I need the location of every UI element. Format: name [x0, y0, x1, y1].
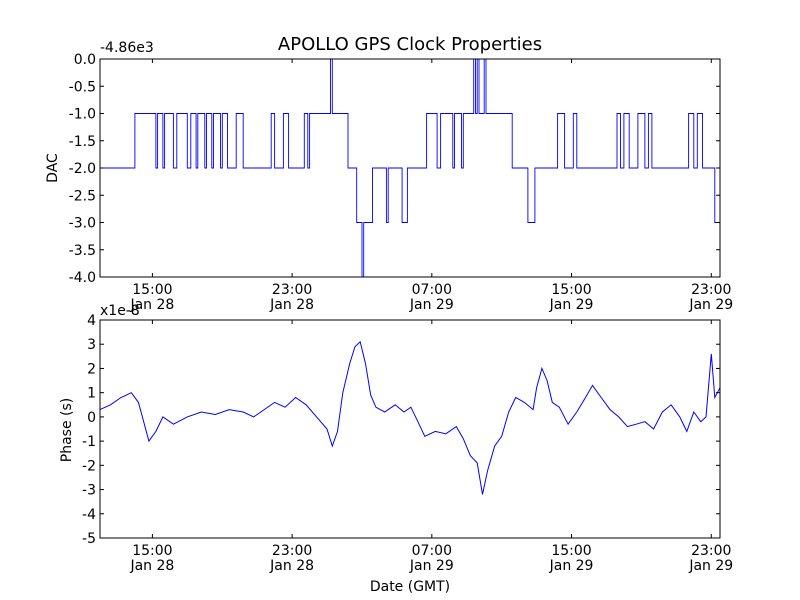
- phase-y-tick-label: -1: [82, 434, 96, 450]
- phase-x-tick-time: 15:00: [551, 543, 591, 559]
- dac-x-tick-date: Jan 29: [549, 297, 594, 313]
- dac-panel: -4.86e3 DAC 0.0 -0.5 -1.0 -1.5 -2.0 -2.5 -3.0 -…: [45, 40, 733, 313]
- dac-series-line: [100, 58, 719, 278]
- phase-x-tick-time: 07:00: [412, 543, 452, 559]
- dac-x-tick-date: Jan 29: [409, 297, 454, 313]
- dac-y-tick-label: -3.5: [69, 243, 96, 259]
- dac-x-tick-date: Jan 28: [129, 297, 174, 313]
- dac-y-tick-label: -1.5: [69, 134, 96, 150]
- x-axis-label: Date (GMT): [370, 579, 450, 595]
- phase-y-tick-label: -3: [82, 483, 96, 499]
- phase-x-tick-date: Jan 29: [549, 558, 594, 574]
- phase-x-tick-time: 23:00: [272, 543, 312, 559]
- phase-y-tick-label: 1: [87, 386, 96, 402]
- phase-x-tick-date: Jan 29: [688, 558, 733, 574]
- dac-y-tick-label: -4.0: [69, 270, 96, 286]
- dac-offset-label: -4.86e3: [100, 40, 154, 56]
- phase-y-tick-label: -2: [82, 458, 96, 474]
- dac-x-tick-date: Jan 29: [688, 297, 733, 313]
- dac-x-tick-time: 23:00: [272, 282, 312, 298]
- phase-y-tick-label: 4: [87, 313, 96, 329]
- dac-y-tick-label: -1.0: [69, 107, 96, 123]
- phase-y-axis-label: Phase (s): [59, 398, 75, 462]
- dac-y-tick-label: -2.5: [69, 188, 96, 204]
- phase-axes-frame: [99, 319, 721, 539]
- phase-y-tick-label: -4: [82, 507, 96, 523]
- dac-y-tick-label: 0.0: [74, 52, 96, 68]
- phase-x-tick-time: 15:00: [132, 543, 172, 559]
- figure-title: APOLLO GPS Clock Properties: [278, 34, 542, 55]
- phase-offset-label: x1e-8: [100, 303, 140, 319]
- phase-plot-area: [100, 320, 720, 538]
- dac-x-tick-time: 15:00: [132, 282, 172, 298]
- dac-x-tick-time: 15:00: [551, 282, 591, 298]
- phase-series-line: [99, 340, 721, 495]
- phase-y-tick-label: 3: [87, 337, 96, 353]
- phase-x-tick-time: 23:00: [691, 543, 731, 559]
- dac-y-tick-label: -0.5: [69, 79, 96, 95]
- phase-panel: x1e-8 Phase (s) 43210-1-2-3-4-515:00Jan …: [59, 303, 733, 574]
- dac-y-axis-label: DAC: [45, 153, 61, 183]
- phase-x-tick-date: Jan 28: [269, 558, 314, 574]
- phase-x-tick-date: Jan 29: [409, 558, 454, 574]
- dac-y-tick-label: -3.0: [69, 216, 96, 232]
- dac-x-tick-date: Jan 28: [269, 297, 314, 313]
- dac-y-tick-label: -2.0: [69, 161, 96, 177]
- phase-y-tick-label: 0: [87, 410, 96, 426]
- phase-y-tick-label: -5: [82, 531, 96, 547]
- dac-x-tick-time: 07:00: [412, 282, 452, 298]
- phase-y-tick-label: 2: [87, 361, 96, 377]
- dac-x-tick-time: 23:00: [691, 282, 731, 298]
- phase-x-tick-date: Jan 28: [129, 558, 174, 574]
